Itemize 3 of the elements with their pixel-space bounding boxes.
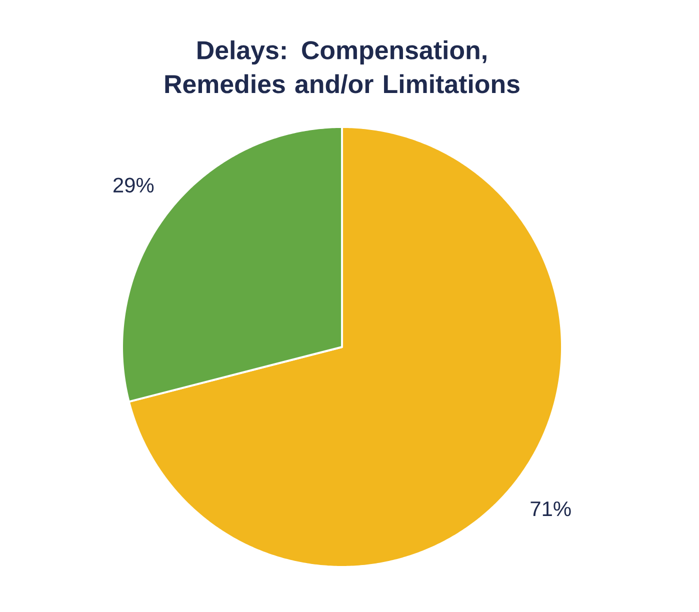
chart-title: Delays: Compensation, Remedies and/or Limitations bbox=[165, 40, 520, 94]
data-label: 71% bbox=[530, 501, 571, 516]
data-label: 29% bbox=[114, 178, 154, 193]
